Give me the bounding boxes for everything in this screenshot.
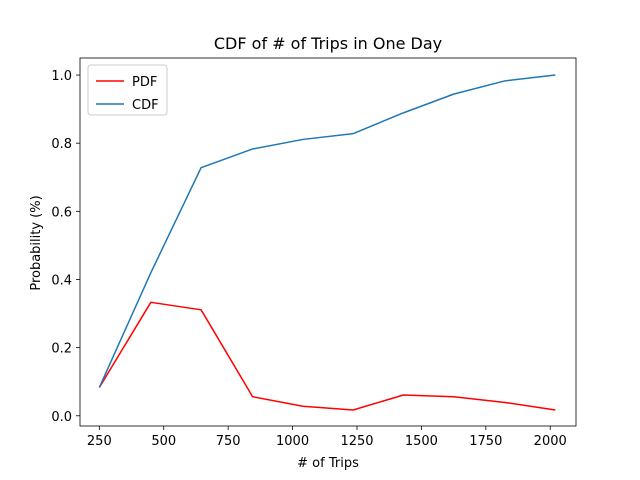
- y-tick-label: 1.0: [51, 69, 72, 84]
- legend-label-pdf: PDF: [132, 75, 157, 90]
- x-tick-label: 2000: [534, 434, 567, 449]
- x-tick-label: 500: [151, 434, 176, 449]
- x-tick-label: 1250: [340, 434, 373, 449]
- x-tick-label: 750: [216, 434, 241, 449]
- x-tick-label: 1750: [469, 434, 502, 449]
- y-tick-label: 0.4: [51, 273, 72, 288]
- legend: PDF CDF: [87, 64, 168, 116]
- x-axis-label: # of Trips: [297, 456, 359, 471]
- x-tick-label: 250: [87, 434, 112, 449]
- chart-title: CDF of # of Trips in One Day: [214, 34, 442, 53]
- series-line-cdf: [98, 74, 556, 388]
- plot-area: [79, 57, 577, 427]
- y-axis: 0.0 0.2 0.4 0.6 0.8 1.0: [51, 69, 80, 425]
- legend-box: [87, 64, 168, 116]
- legend-label-cdf: CDF: [132, 98, 159, 113]
- y-axis-label: Probability (%): [29, 195, 44, 290]
- plot-frame: [79, 57, 577, 427]
- y-tick-label: 0.8: [51, 137, 72, 152]
- x-tick-label: 1500: [405, 434, 438, 449]
- y-tick-label: 0.6: [51, 205, 72, 220]
- x-axis: 250 500 750 1000 1250 1500 1750 2000: [87, 426, 567, 449]
- series-line-pdf: [98, 301, 556, 411]
- y-tick-label: 0.2: [51, 342, 72, 357]
- y-tick-label: 0.0: [51, 410, 72, 425]
- x-tick-label: 1000: [276, 434, 309, 449]
